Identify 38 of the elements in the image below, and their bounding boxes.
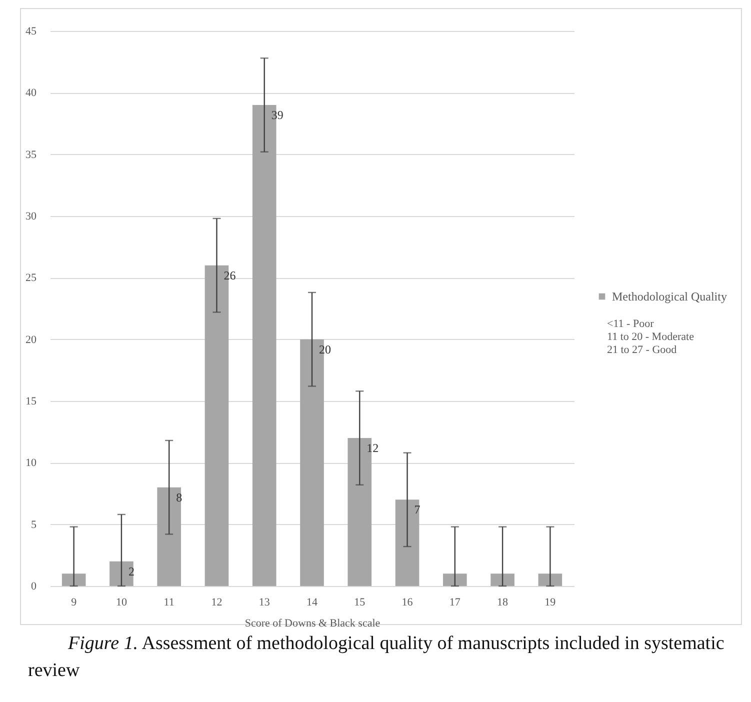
y-tick-label: 45: [26, 26, 37, 38]
data-label: 12: [366, 441, 379, 455]
x-tick-label: 15: [354, 596, 366, 608]
x-tick-label: 16: [402, 596, 414, 608]
y-tick-label: 5: [31, 518, 37, 531]
x-tick-label: 10: [116, 596, 128, 608]
text: <11 - Poor: [607, 318, 655, 331]
data-label: 39: [271, 108, 284, 122]
text: 21 to 27 - Good: [607, 344, 678, 357]
bar: [110, 561, 134, 586]
x-tick-label: 19: [544, 596, 556, 608]
x-tick-label: 17: [449, 596, 461, 608]
x-tick-label: 11: [164, 596, 174, 608]
data-label: 20: [319, 342, 331, 356]
bar: [443, 574, 467, 586]
y-tick-label: 25: [26, 272, 37, 284]
bar: [395, 500, 420, 586]
x-axis-title: Score of Downs & Black scale: [244, 618, 380, 630]
data-label: 26: [224, 268, 236, 282]
y-tick-label: 10: [26, 457, 37, 470]
text: Figure 1. Assessment of methodological quality of manuscripts included in systematic review: [28, 633, 724, 681]
bar: [490, 574, 514, 586]
y-tick-label: 30: [26, 210, 37, 222]
x-tick-label: 13: [258, 596, 270, 608]
legend-label: Methodological Quality: [612, 290, 727, 304]
text: 11 to 20 - Moderate: [607, 331, 694, 344]
y-tick-label: 35: [26, 148, 37, 161]
bar: [62, 574, 86, 586]
x-tick-label: 18: [497, 596, 509, 608]
x-tick-label: 14: [306, 596, 318, 608]
bar: [538, 574, 562, 586]
y-tick-label: 15: [26, 396, 37, 408]
x-tick-label: 9: [71, 596, 78, 608]
x-tick-label: 12: [211, 596, 222, 608]
bar: [157, 487, 181, 586]
y-tick-label: 40: [26, 87, 37, 100]
y-tick-label: 0: [31, 580, 37, 592]
y-tick-label: 20: [26, 334, 37, 346]
